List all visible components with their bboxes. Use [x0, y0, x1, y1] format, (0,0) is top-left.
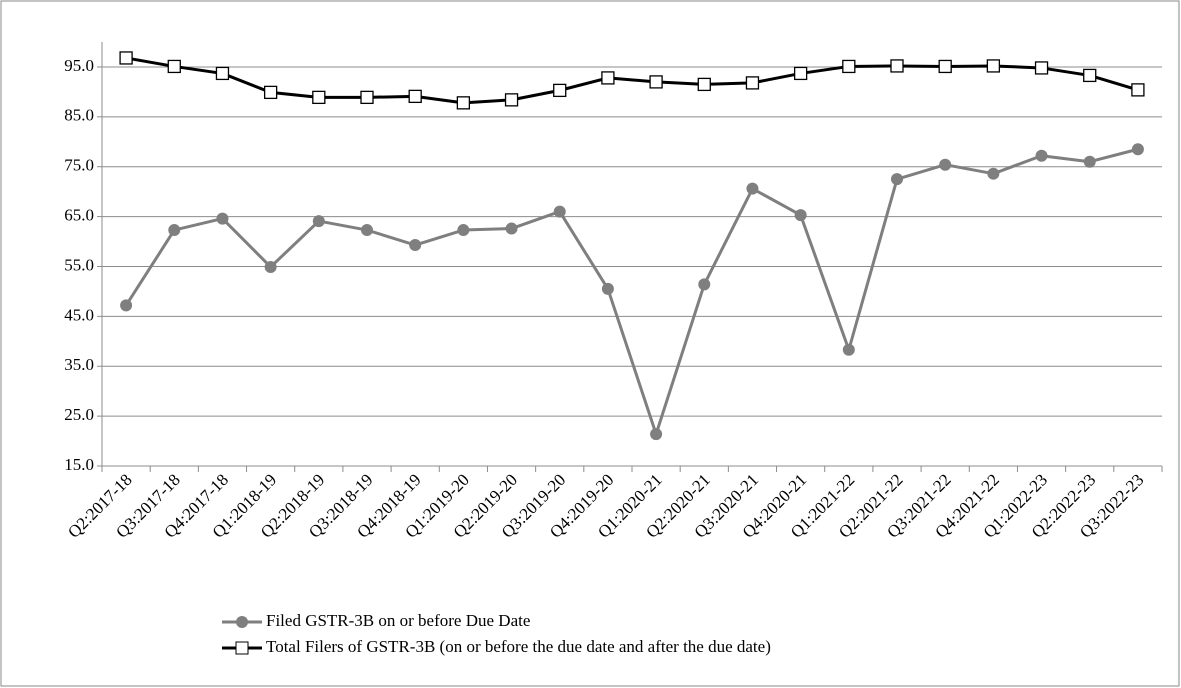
marker — [457, 224, 470, 237]
marker — [119, 51, 133, 65]
marker — [890, 59, 904, 73]
marker — [1083, 155, 1096, 168]
marker — [842, 59, 856, 74]
marker — [505, 222, 518, 235]
marker — [891, 173, 903, 186]
marker — [601, 71, 615, 85]
marker — [456, 96, 471, 110]
y-tick-label: 45.0 — [64, 305, 94, 324]
y-tick-label: 75.0 — [64, 156, 94, 175]
marker — [361, 224, 373, 237]
marker — [168, 224, 181, 237]
y-tick-label: 55.0 — [64, 255, 94, 274]
marker — [1034, 61, 1049, 75]
marker — [842, 343, 855, 356]
marker — [987, 167, 1000, 180]
marker — [794, 209, 807, 222]
marker — [264, 260, 277, 273]
series-line — [125, 56, 1139, 105]
marker — [698, 278, 711, 291]
marker — [553, 205, 566, 218]
marker — [938, 59, 952, 74]
legend-marker — [235, 641, 249, 655]
y-tick-label: 95.0 — [64, 56, 94, 75]
marker — [1131, 83, 1145, 97]
legend-label: Total Filers of GSTR-3B (on or before th… — [266, 637, 771, 656]
legend-marker — [236, 616, 248, 628]
marker — [504, 93, 519, 107]
marker — [408, 89, 422, 104]
marker — [601, 282, 614, 295]
marker — [312, 215, 325, 228]
y-tick-label: 15.0 — [64, 455, 94, 474]
y-tick-label: 35.0 — [64, 355, 94, 374]
marker — [746, 182, 759, 195]
y-tick-label: 25.0 — [64, 405, 94, 424]
marker — [312, 90, 326, 105]
marker — [1035, 149, 1048, 162]
marker — [167, 59, 181, 74]
marker — [360, 90, 374, 105]
marker — [120, 299, 133, 312]
marker — [1131, 143, 1144, 156]
marker — [793, 66, 808, 81]
marker — [409, 239, 422, 252]
marker — [1083, 68, 1097, 83]
marker — [216, 212, 229, 225]
series-line — [124, 147, 1139, 436]
y-tick-label: 65.0 — [64, 205, 94, 224]
marker — [939, 158, 952, 171]
marker — [553, 83, 567, 98]
marker — [263, 85, 278, 100]
marker — [697, 77, 711, 92]
marker — [649, 75, 663, 89]
marker — [215, 66, 230, 81]
marker — [745, 76, 760, 90]
marker — [650, 428, 663, 441]
y-tick-label: 85.0 — [64, 106, 94, 125]
marker — [986, 59, 1001, 73]
legend-label: Filed GSTR-3B on or before Due Date — [266, 611, 530, 630]
